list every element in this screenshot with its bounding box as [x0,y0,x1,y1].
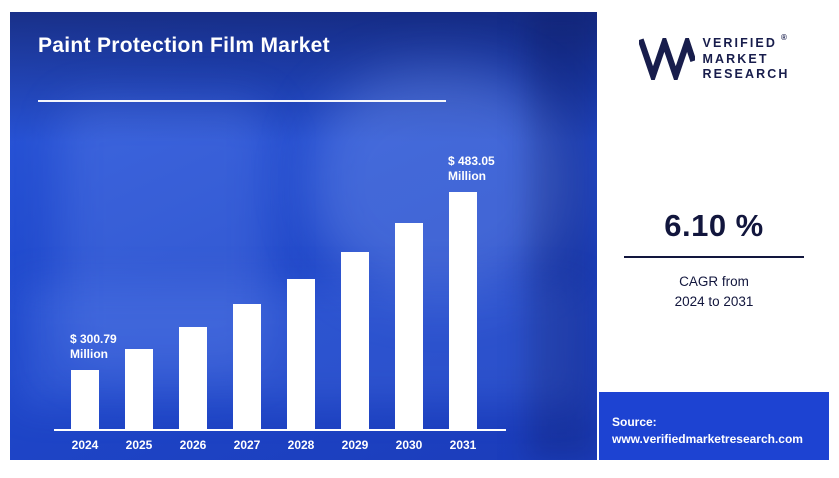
cagr-caption-line-1: CAGR from [679,274,749,289]
cagr-caption-line-2: 2024 to 2031 [674,293,754,309]
source-url[interactable]: www.verifiedmarketresearch.com [612,432,803,447]
bar-column: $ 300.79 Million 2024 [58,142,117,454]
bar-column: 2028 [274,142,328,454]
decorative-shape [10,12,597,142]
x-axis-label: 2028 [287,438,315,452]
x-axis-label: 2025 [125,438,153,452]
bar-chart: $ 300.79 Million 2024 2025 2026 2027 2028 2029 2… [54,142,506,454]
bar-column: 2029 [328,142,382,454]
vmr-logo-text: VERIFIED ® MARKET RESEARCH [702,33,790,83]
sidebar: VERIFIED ® MARKET RESEARCH 6.10 % CAGR fr… [599,12,829,460]
bar [233,303,261,430]
vmr-logo-icon [638,38,695,81]
x-axis-label: 2031 [449,438,477,452]
bar-column: $ 483.05 Million 2031 [436,142,495,454]
cagr-caption: CAGR from 2024 to 2031 [599,272,829,311]
x-axis-label: 2024 [71,438,99,452]
bar-column: 2025 [112,142,166,454]
bar [341,251,369,430]
title-underline [38,100,446,102]
bar [125,349,153,430]
brand-line-1: VERIFIED [702,36,777,50]
value-label: $ 300.79 Million [70,331,117,362]
vmr-logo: VERIFIED ® MARKET RESEARCH [599,33,829,83]
x-axis-label: 2027 [233,438,261,452]
x-axis-label: 2026 [179,438,207,452]
brand-line-2: MARKET [702,51,769,66]
bar [449,192,477,430]
page-title: Paint Protection Film Market [38,34,330,57]
decorative-shape [527,12,597,460]
value-label: $ 483.05 Million [448,153,495,184]
info-card: VERIFIED ® MARKET RESEARCH 6.10 % CAGR fr… [599,12,829,392]
cagr-value: 6.10 % [664,208,764,243]
x-axis-label: 2030 [395,438,423,452]
bar [71,370,99,430]
bar [395,222,423,430]
brand-line-3: RESEARCH [702,67,790,82]
registered-trademark-icon: ® [780,33,787,42]
x-axis-label: 2029 [341,438,369,452]
x-axis-line [54,429,506,431]
bar-column: 2027 [220,142,274,454]
source-note: Source: www.verifiedmarketresearch.com [612,414,803,448]
bar-columns: $ 300.79 Million 2024 2025 2026 2027 2028 2029 2… [58,142,495,454]
cagr-block: 6.10 % CAGR from 2024 to 2031 [599,208,829,311]
bar [179,327,207,430]
chart-panel: Paint Protection Film Market $ 300.79 Mil… [10,12,597,460]
cagr-underline [624,256,804,258]
bar [287,278,315,430]
bar-column: 2026 [166,142,220,454]
source-label: Source: [612,415,657,430]
bar-column: 2030 [382,142,436,454]
